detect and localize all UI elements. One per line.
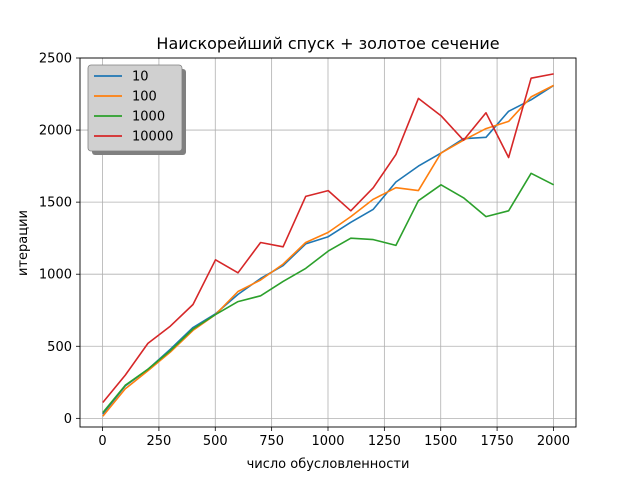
x-tick-label: 1250 <box>368 434 401 449</box>
x-tick-label: 500 <box>203 434 228 449</box>
legend-items: 10 100 1000 10000 <box>94 70 173 145</box>
x-tick-label: 0 <box>98 434 106 449</box>
legend: 10 100 1000 10000 <box>87 64 186 155</box>
y-tick-label: 2500 <box>39 52 72 67</box>
y-tick-label: 1000 <box>39 268 72 283</box>
series-line-10000 <box>102 73 554 404</box>
y-tick-label: 500 <box>47 340 72 355</box>
x-axis-title: число обусловленности <box>247 457 410 472</box>
x-axis: 0 250 500 750 1000 1250 1500 1750 2000 <box>98 427 570 449</box>
x-tick-label: 250 <box>146 434 171 449</box>
legend-label-10000: 10000 <box>132 130 173 145</box>
y-tick-label: 0 <box>64 412 72 427</box>
chart-title: Наискорейший спуск + золотое сечение <box>156 34 499 53</box>
legend-label-1000: 1000 <box>132 110 165 125</box>
series-line-10 <box>102 84 555 415</box>
series-layer <box>102 73 555 417</box>
y-tick-label: 1500 <box>39 196 72 211</box>
series-line-100 <box>102 84 555 417</box>
x-tick-label: 750 <box>259 434 284 449</box>
series-line-1000 <box>102 172 555 414</box>
x-tick-label: 1000 <box>311 434 344 449</box>
legend-box <box>87 64 183 152</box>
legend-label-10: 10 <box>132 70 149 85</box>
legend-label-100: 100 <box>132 90 157 105</box>
x-tick-label: 2000 <box>537 434 570 449</box>
x-tick-label: 1750 <box>481 434 514 449</box>
y-axis-title: итерации <box>16 210 31 276</box>
y-axis: 0 500 1000 1500 2000 2500 <box>39 52 80 427</box>
y-tick-label: 2000 <box>39 124 72 139</box>
x-tick-label: 1500 <box>424 434 457 449</box>
